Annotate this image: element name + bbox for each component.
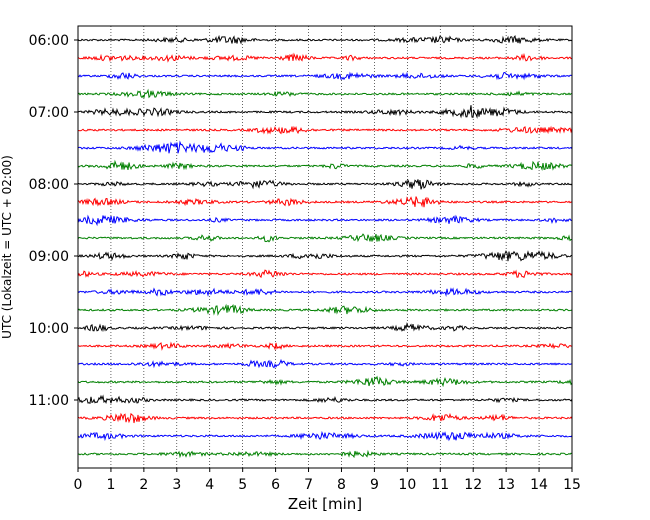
trace-0745	[77, 159, 573, 172]
x-tick-label: 9	[370, 477, 379, 493]
x-tick-label: 11	[431, 477, 449, 493]
x-tick-label: 1	[106, 477, 115, 493]
y-tick-label: 08:00	[29, 177, 69, 193]
trace-0600	[77, 34, 573, 45]
x-tick-label: 13	[497, 477, 515, 493]
trace-0630	[77, 71, 573, 81]
x-tick-label: 12	[464, 477, 482, 493]
x-tick-label: 3	[172, 477, 181, 493]
trace-0730	[77, 140, 573, 154]
x-tick-label: 8	[337, 477, 346, 493]
x-tick-label: 4	[205, 477, 214, 493]
x-tick-label: 15	[563, 477, 581, 493]
trace-1145	[77, 449, 573, 459]
seismogram-traces	[77, 34, 573, 459]
x-tick-label: 6	[271, 477, 280, 493]
trace-0845	[77, 233, 573, 243]
x-tick-label: 5	[238, 477, 247, 493]
trace-1115	[77, 412, 573, 424]
trace-0830	[77, 214, 573, 227]
y-axis-ticks: 06:00 07:00 08:00 09:00 10:00 11:00	[29, 33, 78, 409]
x-tick-label: 10	[398, 477, 416, 493]
trace-0900	[77, 250, 573, 262]
trace-0930	[77, 287, 573, 298]
trace-1015	[77, 341, 573, 351]
y-tick-label: 07:00	[29, 105, 69, 121]
trace-1030	[77, 358, 573, 369]
y-axis-label: UTC (Lokalzeit = UTC + 02:00)	[0, 155, 14, 339]
x-axis-label: Zeit [min]	[288, 495, 362, 513]
trace-0915	[77, 269, 573, 279]
trace-0645	[77, 88, 573, 99]
x-tick-label: 0	[74, 477, 83, 493]
trace-0615	[77, 52, 573, 63]
x-tick-label: 7	[304, 477, 313, 493]
x-tick-label: 2	[139, 477, 148, 493]
x-axis-ticks: 0 1 2 3 4 5 6 7 8 9 10 11 12 13 14 15	[74, 468, 581, 493]
y-tick-label: 06:00	[29, 33, 69, 49]
trace-0700	[77, 105, 573, 119]
trace-0800	[77, 178, 573, 190]
y-tick-label: 09:00	[29, 249, 69, 265]
trace-0945	[77, 303, 573, 317]
x-tick-label: 14	[530, 477, 548, 493]
trace-1100	[77, 394, 573, 405]
plot-frame	[77, 25, 573, 469]
trace-1045	[77, 375, 573, 388]
y-tick-label: 10:00	[29, 321, 69, 337]
trace-0815	[77, 196, 573, 208]
trace-0715	[77, 125, 573, 135]
trace-1000	[77, 322, 573, 332]
y-tick-label: 11:00	[29, 393, 69, 409]
trace-1130	[77, 430, 573, 442]
